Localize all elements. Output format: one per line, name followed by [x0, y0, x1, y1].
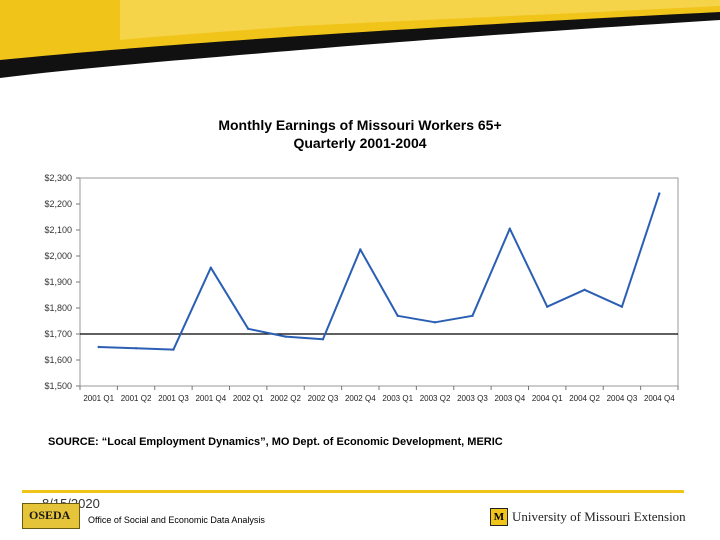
y-tick-label: $1,700	[44, 329, 72, 339]
x-tick-label: 2002 Q2	[270, 394, 301, 403]
x-tick-label: 2002 Q4	[345, 394, 376, 403]
chart-title-block: Monthly Earnings of Missouri Workers 65+…	[120, 116, 600, 152]
x-tick-label: 2001 Q1	[83, 394, 114, 403]
data-point	[508, 227, 512, 230]
data-point	[321, 338, 325, 341]
footer-rule	[22, 490, 684, 493]
data-point	[583, 288, 586, 291]
oseda-logo: OSEDA	[22, 503, 80, 529]
data-point	[471, 314, 474, 317]
data-point	[433, 321, 437, 324]
x-tick-label: 2003 Q2	[420, 394, 451, 403]
data-point	[209, 266, 213, 269]
data-point	[284, 335, 287, 338]
y-tick-label: $2,000	[44, 251, 72, 261]
y-tick-label: $1,500	[44, 381, 72, 391]
data-point	[359, 248, 362, 251]
x-tick-label: 2003 Q1	[382, 394, 413, 403]
line-chart: $1,500 $1,600 $1,700 $1,800 $1,900 $2,000 $2,1…	[44, 173, 679, 403]
x-tick-label: 2004 Q1	[532, 394, 563, 403]
university-name: University of Missouri Extension	[512, 509, 686, 524]
data-point	[134, 347, 138, 350]
x-tick-label: 2002 Q3	[308, 394, 339, 403]
x-tick-label: 2004 Q2	[569, 394, 600, 403]
y-tick-label: $1,600	[44, 355, 72, 365]
data-point	[172, 348, 175, 351]
data-point	[545, 305, 549, 308]
y-tick-label: $2,300	[44, 173, 72, 183]
x-tick-label: 2001 Q3	[158, 394, 189, 403]
x-tick-label: 2001 Q4	[195, 394, 226, 403]
x-tick-label: 2004 Q3	[607, 394, 638, 403]
x-tick-label: 2003 Q3	[457, 394, 488, 403]
y-tick-label: $2,100	[44, 225, 72, 235]
x-tick-label: 2002 Q1	[233, 394, 264, 403]
data-point	[97, 345, 100, 349]
oseda-logo-text: OSEDA	[29, 508, 71, 522]
x-tick-label: 2004 Q4	[644, 394, 675, 403]
y-tick-label: $1,800	[44, 303, 72, 313]
x-tick-label: 2003 Q4	[494, 394, 525, 403]
header-banner	[0, 0, 720, 78]
series-line	[98, 193, 661, 351]
y-tick-label: $1,900	[44, 277, 72, 287]
source-note: SOURCE: “Local Employment Dynamics”, MO …	[48, 436, 503, 448]
y-tick-label: $2,200	[44, 199, 72, 209]
data-point	[658, 192, 661, 195]
data-point	[246, 327, 250, 330]
office-name: Office of Social and Economic Data Analy…	[88, 515, 265, 525]
chart-title: Monthly Earnings of Missouri Workers 65+	[218, 117, 502, 133]
data-point	[620, 305, 624, 308]
university-mark-icon: M	[490, 508, 508, 526]
chart-subtitle: Quarterly 2001-2004	[293, 135, 427, 151]
x-tick-label: 2001 Q2	[121, 394, 152, 403]
data-point	[396, 314, 399, 317]
